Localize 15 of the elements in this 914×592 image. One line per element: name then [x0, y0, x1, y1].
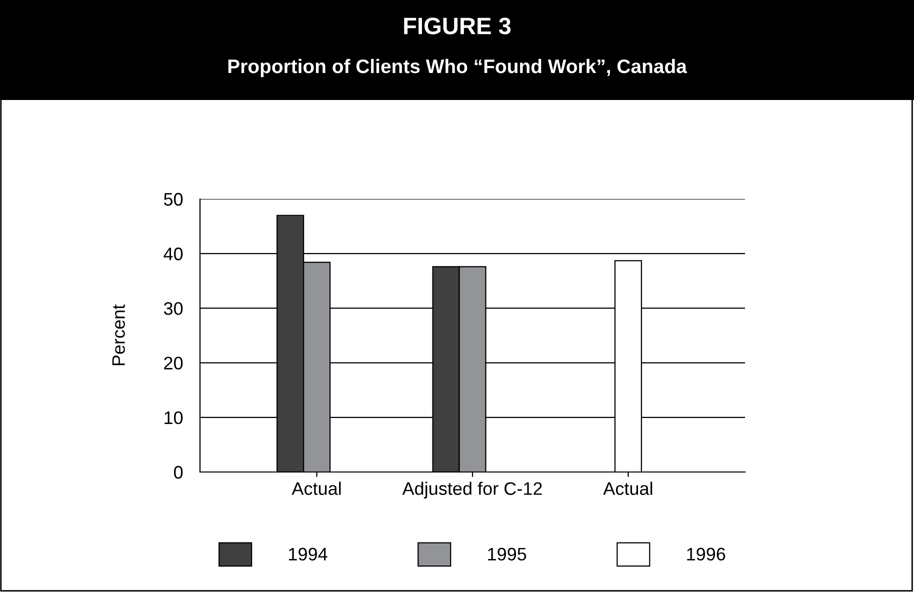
- y-axis-title: Percent: [112, 304, 125, 366]
- x-tick-label: Actual: [292, 482, 341, 495]
- x-tick-label: Actual: [603, 482, 652, 495]
- legend-label: 1994: [289, 548, 328, 561]
- chart-title: FIGURE 3: [404, 18, 511, 34]
- x-tick-label: Adjusted for C-12: [402, 482, 542, 499]
- y-tick-label: 0: [174, 466, 183, 479]
- legend-label: 1995: [488, 548, 526, 561]
- y-tick-label: 10: [164, 411, 183, 424]
- y-tick-label: 20: [164, 356, 183, 370]
- legend-label: 1996: [687, 548, 726, 561]
- y-tick-label: 50: [164, 192, 183, 206]
- y-tick-label: 30: [164, 302, 183, 315]
- y-tick-label: 40: [164, 248, 183, 260]
- chart-subtitle: Proportion of Clients Who “Found Work”, Canada: [228, 58, 688, 78]
